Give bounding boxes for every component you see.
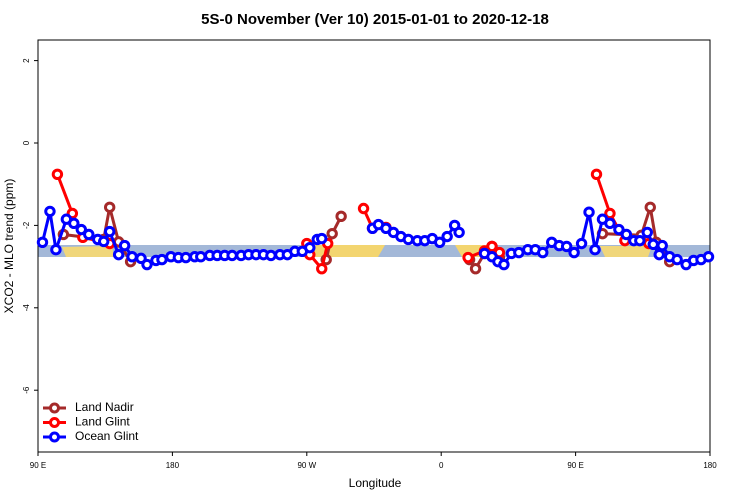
point	[75, 223, 88, 236]
point	[118, 239, 131, 252]
point	[513, 246, 525, 259]
point	[537, 246, 549, 259]
point	[141, 258, 153, 271]
point	[634, 234, 646, 247]
point	[50, 244, 62, 256]
point	[316, 232, 328, 245]
point	[653, 248, 665, 261]
point	[656, 239, 668, 252]
point	[335, 210, 347, 223]
legend-marker	[49, 431, 60, 443]
point	[604, 217, 616, 230]
point	[620, 228, 633, 241]
point	[226, 249, 238, 262]
land-band	[300, 245, 385, 257]
legend-marker	[49, 417, 60, 428]
legend-marker	[49, 402, 60, 414]
point	[671, 253, 683, 266]
point	[589, 244, 601, 256]
point	[83, 228, 95, 241]
point	[575, 237, 588, 250]
x-tick-label: 0	[439, 461, 444, 470]
point	[462, 251, 474, 264]
x-tick-label: 90 W	[297, 461, 316, 470]
point	[112, 248, 125, 261]
point	[195, 251, 207, 263]
x-tick-label: 180	[166, 461, 180, 470]
point	[126, 251, 138, 263]
legend-label: Land Nadir	[75, 400, 134, 414]
point	[68, 217, 80, 230]
legend-label: Land Glint	[75, 415, 130, 429]
point	[180, 251, 192, 264]
point	[326, 227, 338, 240]
y-tick-label: -4	[22, 304, 31, 312]
point	[498, 258, 510, 271]
land-band	[62, 246, 114, 257]
point	[590, 168, 603, 181]
point	[44, 205, 56, 218]
point	[560, 240, 573, 253]
y-tick-label: -6	[22, 386, 31, 394]
x-tick-label: 180	[703, 461, 717, 470]
chart-title: 5S-0 November (Ver 10) 2015-01-01 to 202…	[201, 11, 549, 28]
point	[647, 238, 659, 251]
point	[51, 168, 64, 181]
point	[265, 249, 277, 262]
point	[486, 240, 498, 253]
point	[156, 253, 168, 266]
y-axis-label: XCO2 - MLO trend (ppm)	[2, 179, 16, 314]
y-tick-label: 2	[22, 58, 31, 63]
point	[98, 235, 110, 248]
point	[453, 226, 465, 239]
point	[357, 202, 370, 215]
point	[568, 246, 580, 259]
point	[644, 201, 656, 213]
point	[304, 241, 316, 254]
point	[583, 206, 595, 218]
point	[316, 262, 328, 275]
point	[613, 223, 625, 236]
point	[402, 233, 415, 246]
point	[641, 226, 653, 239]
plot-frame	[37, 39, 711, 453]
point	[36, 236, 49, 248]
y-tick-label: 0	[22, 140, 31, 145]
point	[702, 251, 715, 263]
y-tick-label: -2	[22, 221, 31, 229]
point	[103, 225, 116, 238]
point	[441, 230, 453, 243]
legend-label: Ocean Glint	[75, 429, 139, 443]
land-band	[600, 246, 652, 257]
point	[469, 262, 482, 275]
x-tick-label: 90 E	[30, 461, 46, 470]
x-axis-label: Longitude	[349, 476, 402, 490]
point	[434, 236, 446, 248]
point	[103, 201, 116, 213]
x-tick-label: 90 E	[567, 461, 583, 470]
